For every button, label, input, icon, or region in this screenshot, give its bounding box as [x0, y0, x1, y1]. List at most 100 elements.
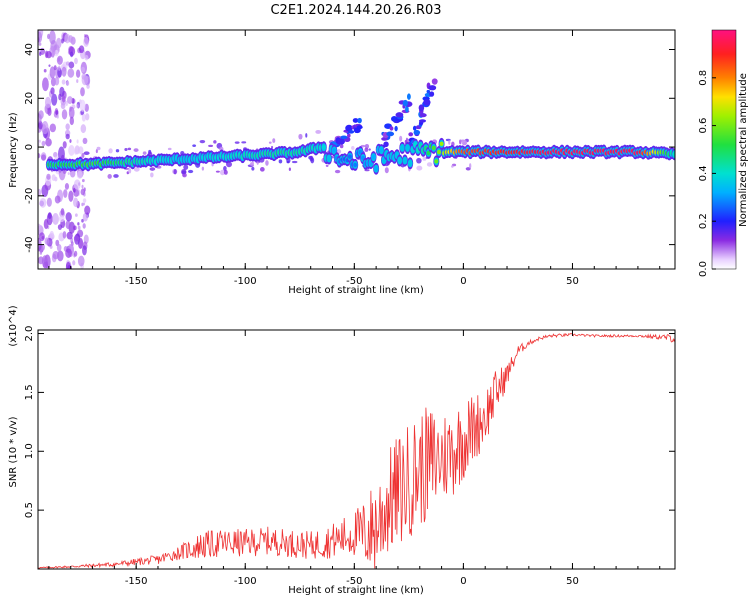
- noise-speckle: [49, 123, 57, 133]
- noise-speckle: [41, 255, 48, 268]
- track-speckle: [288, 167, 291, 171]
- x-tick-label: 50: [566, 576, 579, 587]
- noise-speckle: [76, 104, 79, 109]
- noise-speckle: [49, 30, 56, 45]
- track-speckle: [351, 145, 355, 150]
- noise-speckle: [52, 251, 60, 260]
- track-speckle: [469, 163, 472, 169]
- noise-speckle: [73, 225, 77, 231]
- noise-speckle: [67, 264, 72, 269]
- noise-speckle: [65, 220, 71, 230]
- x-tick-label: -150: [125, 576, 148, 587]
- streak-blob: [389, 126, 394, 131]
- noise-speckle: [53, 65, 57, 71]
- track-core: [397, 158, 402, 163]
- track-core: [402, 158, 407, 163]
- track-core: [379, 147, 384, 153]
- track-speckle: [182, 172, 187, 178]
- noise-speckle: [57, 65, 61, 71]
- streak-blob: [418, 104, 425, 112]
- noise-speckle: [69, 139, 72, 143]
- noise-speckle: [82, 212, 88, 222]
- noise-speckle: [57, 57, 61, 62]
- noise-speckle: [46, 197, 52, 207]
- track-speckle: [201, 166, 205, 171]
- noise-speckle: [52, 213, 59, 225]
- track-speckle: [213, 140, 217, 144]
- track-speckle: [360, 144, 366, 148]
- noise-speckle: [58, 215, 65, 223]
- streak-blob: [423, 99, 431, 106]
- streak-blob: [345, 124, 353, 132]
- noise-speckle: [42, 77, 49, 92]
- track-speckle: [334, 169, 341, 174]
- track-core: [353, 162, 358, 168]
- colorbar-tick-label: 0.2: [698, 213, 709, 229]
- noise-speckle: [41, 121, 49, 135]
- track-speckle: [241, 141, 247, 144]
- noise-speckle: [67, 96, 73, 105]
- streak-blob: [337, 138, 345, 145]
- track-speckle: [150, 172, 154, 178]
- y-tick-label: 0.5: [24, 502, 35, 518]
- noise-speckle: [68, 35, 74, 43]
- track-speckle: [124, 147, 128, 151]
- noise-speckle: [65, 81, 70, 86]
- noise-speckle: [47, 212, 52, 220]
- noise-speckle: [60, 208, 65, 216]
- track-speckle: [181, 170, 187, 175]
- streak-blob: [431, 78, 438, 85]
- track-core: [431, 145, 436, 151]
- y-tick-label: 0: [24, 144, 35, 150]
- track-speckle: [310, 157, 315, 164]
- x-tick-label: 50: [566, 276, 579, 287]
- colorbar: 0.0 0.2 0.4 0.6 0.8 Normalized spectral ampl…: [698, 29, 749, 277]
- track-speckle: [461, 139, 468, 146]
- colorbar-tick-label: 0.8: [698, 70, 709, 86]
- y-tick-label: -20: [24, 188, 35, 204]
- noise-speckle: [76, 79, 79, 83]
- noise-speckle: [38, 42, 42, 46]
- spectrogram-frame: [37, 29, 676, 270]
- streak-blob: [357, 117, 362, 124]
- noise-speckle: [61, 79, 66, 85]
- track-speckle: [278, 159, 283, 164]
- track-speckle: [108, 148, 113, 154]
- track-core: [321, 145, 326, 150]
- track-speckle: [96, 146, 101, 151]
- noise-speckle: [80, 87, 85, 97]
- x-tick-label: -50: [346, 576, 362, 587]
- track-speckle: [83, 151, 90, 156]
- streak-blob: [407, 93, 411, 100]
- noise-speckle: [84, 103, 89, 112]
- x-tick-label: -100: [234, 276, 257, 287]
- snr-series-line: [38, 332, 675, 569]
- y-tick-label: 2.0: [24, 326, 35, 342]
- noise-speckle: [65, 248, 72, 258]
- noise-speckle: [86, 84, 90, 89]
- track-speckle: [173, 169, 177, 175]
- noise-speckle: [82, 198, 87, 204]
- snr-panel: -150 -100 -50 0 50 0.5 1.0 1.5 2.0 Height of str…: [8, 305, 676, 596]
- colorbar-tick-label: 0.4: [698, 165, 709, 181]
- noise-speckle: [72, 197, 79, 208]
- noise-speckle: [43, 219, 49, 230]
- snr-xlabel: Height of straight line (km): [288, 585, 424, 596]
- track-speckle: [364, 143, 370, 149]
- noise-speckle: [54, 195, 61, 204]
- noise-speckle: [67, 68, 75, 78]
- streak-blob: [408, 132, 414, 137]
- track-speckle: [271, 145, 274, 149]
- figure-title: C2E1.2024.144.20.26.R03: [270, 3, 441, 18]
- colorbar-tick-label: 0.0: [698, 261, 709, 277]
- track-speckle: [249, 162, 253, 166]
- track-core: [332, 148, 337, 153]
- track-speckle: [223, 166, 227, 171]
- track-speckle: [259, 167, 265, 172]
- y-tick-label: 1.5: [24, 384, 35, 400]
- noise-speckle: [57, 224, 63, 230]
- track-speckle: [251, 166, 255, 171]
- noise-speckle: [80, 124, 87, 134]
- spectrogram-ylabel: Frequency (Hz): [8, 112, 19, 188]
- track-speckle: [223, 169, 228, 175]
